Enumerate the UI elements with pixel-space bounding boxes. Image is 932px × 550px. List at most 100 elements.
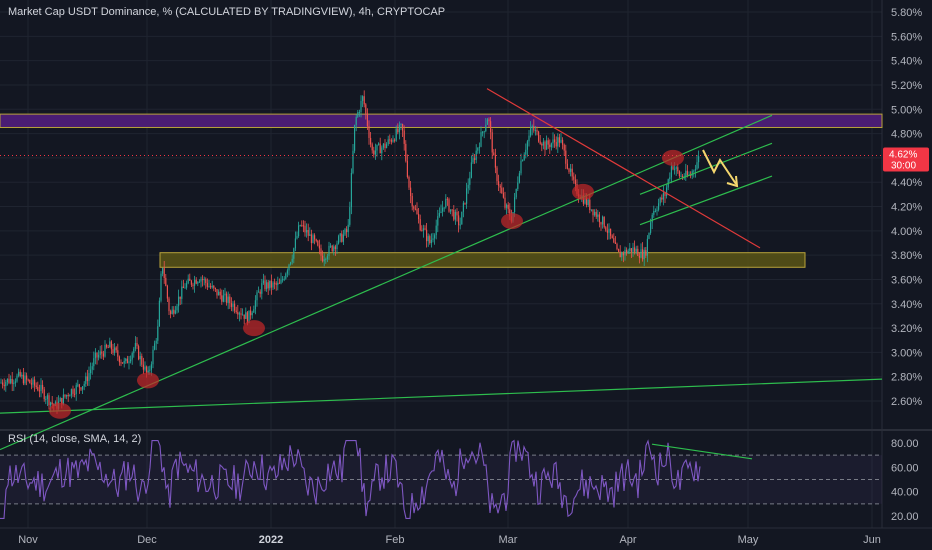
candle-body bbox=[125, 358, 127, 361]
candle-body bbox=[310, 234, 312, 244]
candle-body bbox=[131, 353, 133, 360]
candle-body bbox=[574, 179, 576, 185]
candle-body bbox=[149, 369, 151, 371]
candle-body bbox=[349, 207, 351, 225]
candle-body bbox=[410, 187, 412, 197]
candle-body bbox=[240, 313, 242, 315]
pivot-marker bbox=[137, 372, 159, 389]
candle-body bbox=[61, 397, 63, 405]
candle-body bbox=[77, 384, 79, 386]
candle-body bbox=[197, 282, 199, 284]
candle-body bbox=[280, 279, 282, 284]
candle-body bbox=[326, 256, 328, 260]
candle-body bbox=[506, 204, 508, 208]
candle-body bbox=[560, 139, 562, 143]
candle-body bbox=[32, 379, 34, 385]
resistance-zone bbox=[0, 113, 883, 128]
candle-body bbox=[379, 143, 381, 154]
candle-body bbox=[91, 366, 93, 370]
candle-body bbox=[142, 364, 144, 370]
candle-body bbox=[368, 126, 370, 138]
pivot-marker bbox=[662, 149, 684, 166]
candle-body bbox=[192, 284, 194, 286]
candle-body bbox=[698, 156, 700, 163]
candle-body bbox=[170, 311, 172, 314]
candle-body bbox=[434, 235, 436, 239]
candle-body bbox=[501, 187, 503, 194]
candle-body bbox=[198, 281, 200, 283]
candle-body bbox=[238, 313, 240, 315]
candle-body bbox=[634, 247, 636, 252]
candle-body bbox=[138, 346, 140, 360]
candle-body bbox=[277, 282, 279, 285]
candle-body bbox=[450, 209, 452, 212]
candle-body bbox=[430, 239, 432, 244]
candle-body bbox=[202, 278, 204, 280]
candle-body bbox=[331, 245, 333, 252]
candle-body bbox=[320, 248, 322, 256]
candle-body bbox=[155, 340, 157, 344]
candle-body bbox=[602, 216, 604, 225]
candle-body bbox=[618, 249, 620, 252]
candle-body bbox=[584, 197, 586, 204]
candle-body bbox=[397, 128, 399, 133]
candle-body bbox=[120, 362, 122, 364]
rsi-tick-label: 60.00 bbox=[891, 462, 919, 474]
candle-body bbox=[533, 126, 535, 131]
candle-body bbox=[467, 184, 469, 189]
candle-body bbox=[288, 264, 290, 271]
candle-body bbox=[637, 248, 639, 256]
candle-body bbox=[384, 143, 386, 149]
candle-body bbox=[237, 312, 239, 315]
candle-body bbox=[446, 198, 448, 200]
candle-body bbox=[387, 139, 389, 145]
candle-body bbox=[74, 393, 76, 395]
candle-body bbox=[312, 235, 314, 244]
candle-body bbox=[203, 279, 205, 281]
candle-body bbox=[48, 395, 50, 406]
candle-body bbox=[230, 303, 232, 307]
candle-body bbox=[592, 209, 594, 216]
candle-body bbox=[630, 248, 632, 252]
candle-body bbox=[261, 283, 263, 294]
candle-body bbox=[72, 389, 74, 394]
y-tick-label: 3.80% bbox=[891, 250, 922, 262]
candle-body bbox=[413, 206, 415, 209]
candle-body bbox=[659, 197, 661, 204]
projection-arrow-head bbox=[726, 175, 739, 188]
candle-body bbox=[242, 314, 244, 316]
candle-body bbox=[411, 196, 413, 207]
candle-body bbox=[245, 312, 247, 319]
candle-body bbox=[445, 198, 447, 208]
candle-body bbox=[389, 139, 391, 141]
candle-body bbox=[360, 100, 362, 112]
candle-body bbox=[174, 310, 176, 314]
candle-body bbox=[422, 228, 424, 231]
candle-body bbox=[122, 362, 124, 364]
candle-body bbox=[557, 137, 559, 147]
candle-body bbox=[472, 158, 474, 163]
candle-body bbox=[525, 149, 527, 155]
candle-body bbox=[571, 168, 573, 177]
candle-body bbox=[168, 298, 170, 312]
candle-body bbox=[619, 251, 621, 258]
candle-body bbox=[298, 225, 300, 237]
candle-body bbox=[350, 172, 352, 208]
candle-body bbox=[186, 283, 188, 288]
candle-body bbox=[654, 210, 656, 212]
candle-body bbox=[141, 356, 143, 365]
candle-body bbox=[608, 228, 610, 233]
candle-body bbox=[547, 140, 549, 145]
candle-body bbox=[686, 170, 688, 176]
candle-body bbox=[94, 352, 96, 359]
candle-body bbox=[290, 262, 292, 265]
candle-body bbox=[98, 354, 100, 358]
candle-body bbox=[317, 240, 319, 246]
candle-body bbox=[62, 394, 64, 405]
candle-body bbox=[18, 371, 20, 376]
candle-body bbox=[458, 215, 460, 226]
candle-body bbox=[254, 300, 256, 310]
x-tick-label: Jun bbox=[863, 534, 881, 546]
candle-body bbox=[178, 296, 180, 307]
